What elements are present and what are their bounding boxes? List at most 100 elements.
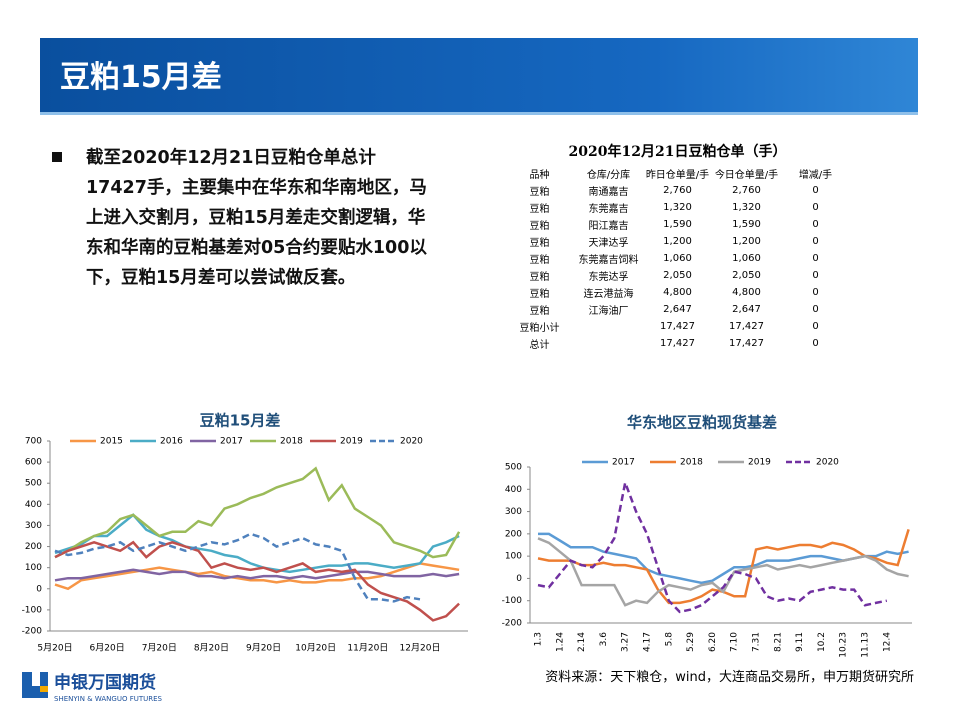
x-tick-label: 3.27 bbox=[621, 632, 631, 652]
x-tick-label: 5.29 bbox=[686, 632, 696, 652]
table-row: 豆粕 江海油厂 2,647 2,647 0 bbox=[505, 301, 850, 318]
chart-title: 豆粕15月差 bbox=[200, 412, 281, 430]
x-tick-label: 1.24 bbox=[555, 632, 565, 652]
x-tick-label: 10.2 bbox=[817, 632, 827, 652]
y-tick-label: 600 bbox=[25, 458, 42, 468]
table-cell: 17,427 bbox=[660, 338, 695, 349]
table-title: 2020年12月21日豆粕仓单（手） bbox=[568, 144, 787, 160]
logo-name: 申银万国期货 bbox=[54, 672, 156, 693]
column-header: 仓库/分库 bbox=[586, 170, 631, 181]
column-header: 品种 bbox=[529, 170, 550, 181]
table-row: 豆粕 东莞达孚 2,050 2,050 0 bbox=[505, 267, 850, 284]
table-cell: 1,590 bbox=[663, 219, 692, 230]
x-tick-label: 10.23 bbox=[839, 632, 849, 658]
x-tick-label: 12.4 bbox=[882, 632, 892, 652]
x-tick-label: 2.14 bbox=[577, 632, 587, 652]
header-bar: 豆粕15月差 bbox=[40, 38, 918, 115]
series-line bbox=[54, 568, 460, 582]
series-line bbox=[54, 532, 421, 603]
column-header: 增减/手 bbox=[798, 170, 833, 181]
y-tick-label: -200 bbox=[22, 627, 43, 637]
logo-icon bbox=[32, 672, 40, 686]
table-row: 豆粕 天津达孚 1,200 1,200 0 bbox=[505, 233, 850, 250]
legend-label: 2015 bbox=[100, 437, 123, 447]
table-cell: 东莞达孚 bbox=[588, 272, 629, 283]
table-cell: 总计 bbox=[529, 340, 550, 351]
x-tick-label: 8月20日 bbox=[194, 643, 229, 654]
x-tick-label: 1.3 bbox=[534, 632, 544, 646]
table-cell: 阳江嘉吉 bbox=[588, 221, 629, 232]
legend-label: 2018 bbox=[280, 437, 303, 447]
table-row: 豆粕小计 17,427 17,427 0 bbox=[505, 318, 850, 335]
table-header-row: 品种 仓库/分库 昨日仓单量/手 今日仓单量/手 增减/手 bbox=[505, 165, 850, 182]
x-tick-label: 12月20日 bbox=[400, 643, 441, 654]
table-cell: 4,800 bbox=[732, 287, 761, 298]
x-tick-label: 11月20日 bbox=[347, 643, 388, 654]
table-cell: 豆粕 bbox=[529, 238, 550, 249]
table-cell: 0 bbox=[812, 270, 819, 281]
table-cell: 豆粕 bbox=[529, 187, 550, 198]
table: 品种 仓库/分库 昨日仓单量/手 今日仓单量/手 增减/手 豆粕 南通嘉吉 2,760 2,76… bbox=[505, 165, 850, 352]
series-line bbox=[54, 562, 460, 591]
table-row: 豆粕 连云港益海 4,800 4,800 0 bbox=[505, 284, 850, 301]
legend-label: 2019 bbox=[340, 437, 363, 447]
table-cell: 1,060 bbox=[732, 253, 761, 264]
table-cell: 0 bbox=[812, 253, 819, 264]
series-line bbox=[54, 466, 461, 559]
chart-title: 华东地区豆粕现货基差 bbox=[627, 414, 777, 432]
table-cell: 东莞嘉吉 bbox=[588, 204, 629, 215]
table-cell: 江海油厂 bbox=[588, 306, 629, 317]
table-cell: 0 bbox=[812, 287, 819, 298]
y-tick-label: 500 bbox=[505, 463, 522, 473]
bullet: 截至2020年12月21日豆粕仓单总计17427手，主要集中在华东和华南地区，马… bbox=[52, 143, 428, 293]
x-tick-label: 8.21 bbox=[773, 632, 783, 652]
table-cell: 1,320 bbox=[663, 202, 692, 213]
x-tick-label: 6月20日 bbox=[90, 643, 125, 654]
column-header: 昨日仓单量/手 bbox=[645, 170, 710, 181]
legend-label: 2019 bbox=[748, 458, 771, 468]
x-tick-label: 7.10 bbox=[730, 632, 740, 652]
table-cell: 2,760 bbox=[732, 185, 761, 196]
table-cell: 东莞嘉吉饲料 bbox=[578, 255, 639, 266]
table-cell: 豆粕 bbox=[529, 221, 550, 232]
table-cell: 1,060 bbox=[663, 253, 692, 264]
table-cell: 0 bbox=[812, 202, 819, 213]
y-tick-label: 300 bbox=[25, 521, 42, 531]
y-tick-label: 0 bbox=[36, 584, 42, 594]
table-cell: 1,590 bbox=[732, 219, 761, 230]
table-cell: 17,427 bbox=[729, 321, 764, 332]
table-cell: 17,427 bbox=[660, 321, 695, 332]
x-tick-label: 5月20日 bbox=[37, 643, 72, 654]
x-tick-label: 7.31 bbox=[752, 632, 762, 652]
x-tick-label: 3.6 bbox=[599, 632, 609, 647]
logo-icon bbox=[40, 686, 48, 692]
y-tick-label: 200 bbox=[25, 542, 42, 552]
x-tick-label: 10月20日 bbox=[295, 643, 336, 654]
y-tick-label: 400 bbox=[505, 485, 522, 495]
y-tick-label: 300 bbox=[505, 507, 522, 517]
table-cell: 2,647 bbox=[732, 304, 761, 315]
legend-label: 2017 bbox=[220, 437, 243, 447]
x-tick-label: 6.20 bbox=[708, 632, 718, 652]
table-cell: 1,200 bbox=[732, 236, 761, 247]
slide-title: 豆粕15月差 bbox=[60, 60, 222, 95]
table-cell: 连云港益海 bbox=[583, 289, 634, 300]
legend-label: 2020 bbox=[400, 437, 423, 447]
y-tick-label: 500 bbox=[25, 479, 42, 489]
y-tick-label: -200 bbox=[502, 619, 523, 629]
table-cell: 天津达孚 bbox=[588, 238, 629, 249]
table-cell: 0 bbox=[812, 338, 819, 349]
y-tick-label: 200 bbox=[505, 529, 522, 539]
y-tick-label: -100 bbox=[22, 605, 43, 615]
legend-label: 2020 bbox=[816, 458, 839, 468]
table-cell: 1,200 bbox=[663, 236, 692, 247]
x-tick-label: 9月20日 bbox=[246, 643, 281, 654]
logo-english: SHENYIN & WANGUO FUTURES bbox=[54, 695, 163, 703]
table-cell: 1,320 bbox=[732, 202, 761, 213]
table-cell: 0 bbox=[812, 321, 819, 332]
x-tick-label: 11.13 bbox=[861, 632, 871, 658]
y-tick-label: -100 bbox=[502, 596, 523, 606]
y-tick-label: 100 bbox=[505, 552, 522, 562]
table-cell: 2,647 bbox=[663, 304, 692, 315]
legend-label: 2018 bbox=[680, 458, 703, 468]
